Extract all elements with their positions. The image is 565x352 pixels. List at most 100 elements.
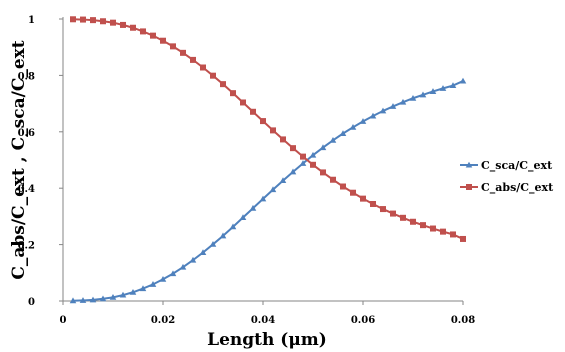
data-point [189,256,197,263]
data-point [279,177,287,184]
data-point [70,16,76,23]
data-point [429,88,437,94]
data-point [180,49,186,56]
data-point [289,168,297,175]
data-point [170,43,176,50]
series-sca [69,77,467,304]
series-line [72,18,464,240]
data-point [269,186,277,193]
data-point [119,291,127,298]
data-point [320,169,326,176]
data-point [450,231,456,238]
data-point [290,145,296,152]
data-point [110,19,116,26]
data-point [229,223,237,230]
data-point [330,176,336,183]
data-point [339,130,347,136]
y-tick-label: 0.8 [18,71,35,82]
data-point [389,103,397,109]
data-point [160,37,166,44]
data-point [430,225,436,232]
data-point [409,94,417,101]
data-point [449,82,457,89]
data-point [349,123,357,130]
data-point [99,295,107,302]
data-point [80,16,86,23]
data-point [299,160,307,166]
series-abs [70,16,466,242]
legend-marker [466,184,472,190]
axes: 0 0.02 0.04 0.06 0.08 0 0.2 0.4 0.6 0.8 1 [18,15,476,326]
data-point [319,144,327,151]
data-point [370,200,376,207]
legend-marker [465,161,473,168]
data-point [270,127,276,134]
data-point [120,21,126,28]
x-tick-label: 0.02 [151,315,175,326]
y-tick-label: 0.2 [18,241,35,252]
data-point [329,136,337,143]
y-tick-label: 0 [28,297,35,308]
data-point [209,241,217,247]
data-point [460,235,466,242]
data-point [400,214,406,221]
x-tick-label: 0 [60,315,67,326]
data-point [199,249,207,255]
data-point [250,108,256,115]
data-point [399,98,407,105]
data-point [129,288,137,295]
data-point [340,183,346,190]
data-point [219,232,227,239]
legend-item: C_abs/C_ext [460,181,554,195]
data-point [379,107,387,114]
data-point [259,195,267,202]
data-point [140,28,146,35]
x-axis-title: Length (μm) [207,330,327,350]
data-point [359,118,367,124]
data-point [230,90,236,97]
data-point [100,18,106,25]
x-tick-label: 0.06 [351,315,375,326]
data-point [139,285,147,292]
legend-label: C_abs/C_ext [481,181,554,195]
data-point [459,77,467,84]
data-point [360,195,366,202]
data-point [260,118,266,125]
data-point [130,24,136,31]
y-tick-label: 1 [28,15,35,26]
data-point [310,161,316,168]
series-line [72,80,464,302]
data-point [280,136,286,143]
data-point [440,228,446,235]
data-point [69,297,77,304]
data-point [79,297,87,303]
plot-area [69,16,467,304]
data-point [369,112,377,119]
data-point [419,91,427,98]
data-point [309,151,317,158]
data-point [390,210,396,217]
data-point [220,81,226,88]
data-point [150,32,156,39]
data-point [439,85,447,91]
data-point [190,56,196,63]
y-tick-label: 0.4 [18,184,35,195]
data-point [169,270,177,277]
data-point [240,99,246,106]
legend-label: C_sca/C_ext [481,159,553,173]
data-point [200,64,206,71]
data-point [420,222,426,229]
data-point [410,218,416,225]
data-point [350,189,356,196]
y-tick-label: 0.6 [18,128,35,139]
x-tick-label: 0.04 [251,315,275,326]
data-point [179,263,187,270]
data-point [210,72,216,79]
data-point [109,294,117,300]
data-point [159,275,167,282]
y-axis-title: C_abs/C_ext , C_sca/C_ext [9,40,29,279]
data-point [239,214,247,221]
data-point [89,296,97,303]
data-point [149,281,157,287]
